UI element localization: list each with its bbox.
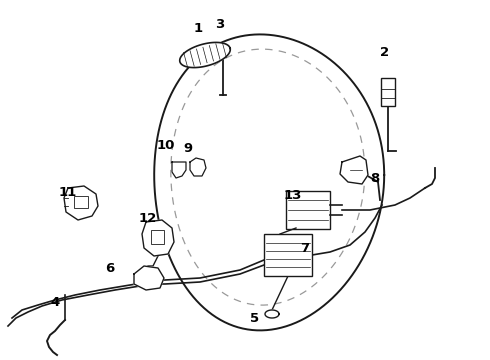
- Text: 10: 10: [157, 139, 175, 152]
- Bar: [264, 234, 312, 276]
- Text: 9: 9: [183, 141, 193, 154]
- Polygon shape: [172, 162, 186, 178]
- Text: 4: 4: [50, 296, 60, 309]
- Text: 13: 13: [284, 189, 302, 202]
- Text: 6: 6: [105, 261, 115, 274]
- Text: 2: 2: [380, 45, 390, 59]
- Text: 3: 3: [216, 18, 224, 31]
- Polygon shape: [340, 156, 368, 184]
- Polygon shape: [142, 220, 174, 256]
- Polygon shape: [190, 158, 206, 176]
- Polygon shape: [180, 42, 230, 68]
- Text: 7: 7: [300, 242, 310, 255]
- Text: 1: 1: [194, 22, 202, 35]
- Polygon shape: [265, 310, 279, 318]
- Text: 12: 12: [139, 212, 157, 225]
- Bar: [74, 196, 88, 208]
- Polygon shape: [64, 186, 98, 220]
- Text: 8: 8: [370, 171, 380, 185]
- Polygon shape: [134, 266, 164, 290]
- Text: 5: 5: [250, 311, 260, 324]
- Bar: [286, 191, 330, 229]
- Text: 11: 11: [59, 185, 77, 198]
- Bar: [151, 230, 164, 244]
- FancyBboxPatch shape: [381, 78, 395, 106]
